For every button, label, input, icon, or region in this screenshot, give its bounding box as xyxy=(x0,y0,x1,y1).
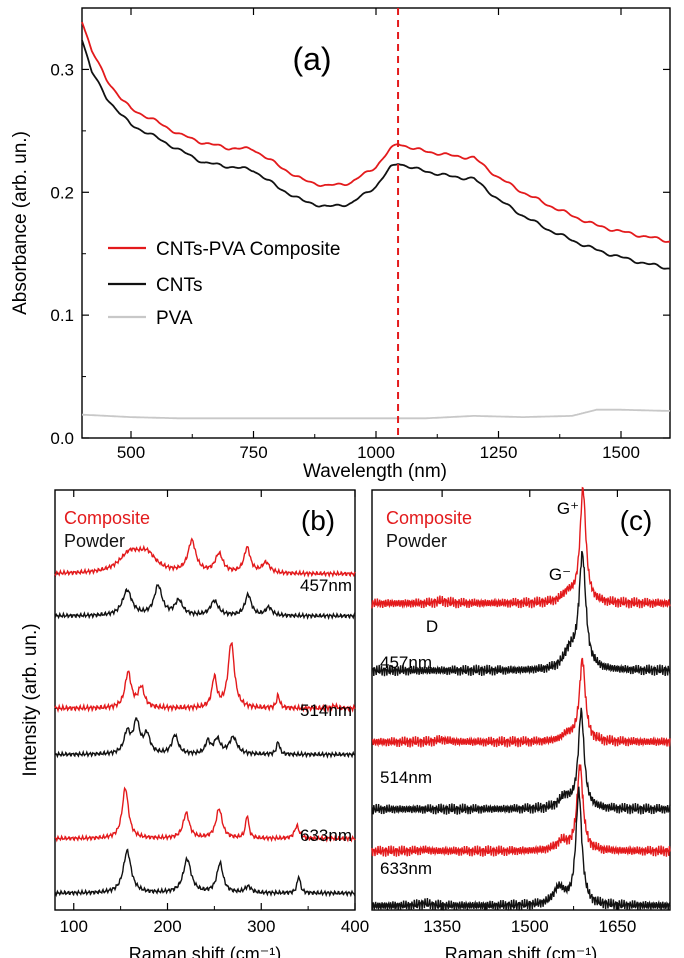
panel-b: 100 200 300 400 457nm 514nm 633nm (b) Composite P… xyxy=(54,489,369,958)
legend-composite: Composite xyxy=(64,508,150,528)
legend-label: CNTs-PVA Composite xyxy=(156,239,340,260)
x-tick-label: 200 xyxy=(153,917,181,936)
trace-label: 514nm xyxy=(300,701,352,720)
series-line-cnts xyxy=(81,39,671,270)
x-tick-label: 500 xyxy=(117,443,145,462)
y-tick-label: 0.2 xyxy=(50,183,74,202)
panel-b-frame xyxy=(54,489,356,911)
raman-trace-powder xyxy=(371,707,671,815)
raman-trace-composite xyxy=(54,786,356,843)
x-tick-label: 1650 xyxy=(598,917,636,936)
y-axis-label: Absorbance (arb. un.) xyxy=(10,131,31,315)
x-tick-label: 1500 xyxy=(602,443,640,462)
raman-trace-composite xyxy=(54,537,356,578)
raman-trace-composite xyxy=(371,657,671,748)
shared-y-axis-label: Intensity (arb. un.) xyxy=(20,623,41,776)
x-tick-label: 1350 xyxy=(423,917,461,936)
x-axis-label: Wavelength (nm) xyxy=(303,461,447,482)
raman-trace-composite xyxy=(54,641,356,713)
raman-trace-composite xyxy=(371,764,671,857)
raman-trace-powder xyxy=(54,848,356,898)
series-line-pva xyxy=(82,408,671,420)
raman-trace-composite xyxy=(371,486,671,609)
panel-a: 500 750 1000 1250 1500 0.0 0.1 0.2 0.3 (a) CNTs-PV… xyxy=(10,7,671,482)
panel-b-title: (b) xyxy=(301,505,335,536)
series-line-composite xyxy=(81,21,670,243)
trace-label: 457nm xyxy=(300,576,352,595)
x-tick-label: 750 xyxy=(239,443,267,462)
annotation-D: D xyxy=(426,617,438,636)
legend-powder: Powder xyxy=(386,531,447,551)
raman-trace-powder xyxy=(371,550,671,677)
x-tick-label: 300 xyxy=(247,917,275,936)
annotation-G-minus: G⁻ xyxy=(549,565,571,584)
y-tick-label: 0.0 xyxy=(50,429,74,448)
x-tick-label: 400 xyxy=(341,917,369,936)
trace-label: 633nm xyxy=(300,826,352,845)
legend-label: CNTs xyxy=(156,275,202,296)
x-axis-label: Raman shift (cm⁻¹) xyxy=(445,944,598,958)
trace-label: 457nm xyxy=(380,653,432,672)
raman-trace-powder xyxy=(371,786,671,912)
legend-powder: Powder xyxy=(64,531,125,551)
x-tick-label: 1000 xyxy=(357,443,395,462)
panel-c-frame xyxy=(371,489,671,911)
trace-label: 514nm xyxy=(380,768,432,787)
panel-c-title: (c) xyxy=(620,505,653,536)
annotation-G-plus: G⁺ xyxy=(557,499,579,518)
x-axis-label: Raman shift (cm⁻¹) xyxy=(129,944,282,958)
y-tick-label: 0.1 xyxy=(50,306,74,325)
legend-composite: Composite xyxy=(386,508,472,528)
raman-trace-powder xyxy=(54,717,356,759)
trace-label: 633nm xyxy=(380,859,432,878)
panel-a-frame xyxy=(81,7,671,439)
panel-c: 1350 1500 1650 457nm 514nm 633nm (c) Composite P… xyxy=(371,486,671,958)
raman-trace-powder xyxy=(54,583,356,621)
x-tick-label: 1500 xyxy=(511,917,549,936)
x-tick-label: 1250 xyxy=(480,443,518,462)
x-tick-label: 100 xyxy=(60,917,88,936)
y-tick-label: 0.3 xyxy=(50,60,74,79)
panel-a-title: (a) xyxy=(292,41,331,77)
legend-label: PVA xyxy=(156,308,193,329)
